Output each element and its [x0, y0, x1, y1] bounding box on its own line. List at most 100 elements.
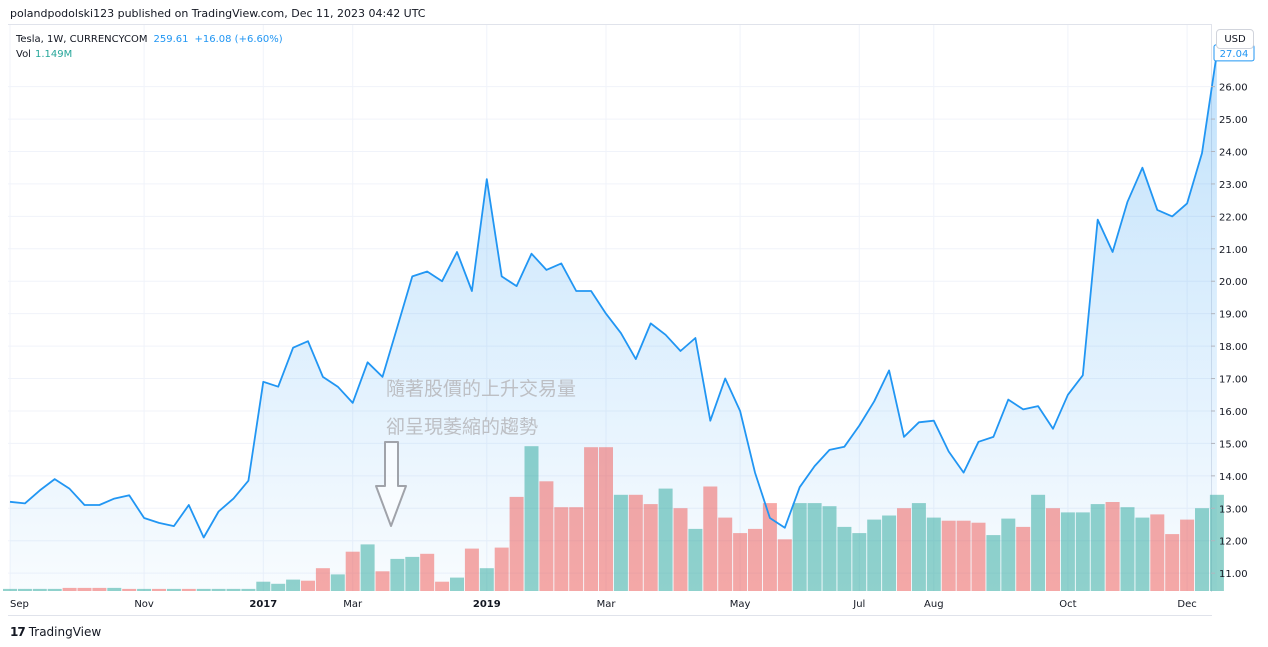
last-value-label: 27.04	[1220, 49, 1249, 60]
volume-bar	[897, 508, 911, 591]
time-axis-label: Dec	[1177, 599, 1196, 610]
volume-bar	[62, 587, 77, 591]
volume-bar	[405, 556, 420, 591]
volume-bar	[1046, 508, 1060, 591]
volume-bar	[1120, 507, 1135, 591]
time-axis-label: Jul	[852, 599, 865, 610]
price-tick-label: 15.00	[1219, 439, 1248, 450]
volume-bar	[1209, 494, 1224, 591]
volume-bar	[837, 526, 852, 591]
volume-bar	[584, 447, 599, 591]
volume-bar	[494, 547, 509, 591]
volume-bar	[226, 588, 241, 591]
volume-bar	[718, 517, 733, 591]
price-tick-label: 18.00	[1219, 342, 1248, 353]
volume-label[interactable]: Vol	[16, 49, 31, 60]
volume-bar	[137, 588, 152, 591]
price-line[interactable]	[9, 52, 1218, 539]
volume-bar	[181, 588, 196, 591]
price-tick-label: 26.00	[1219, 83, 1248, 94]
volume-bar	[748, 528, 762, 591]
bottom-divider	[8, 615, 1212, 616]
price-tick-label: 20.00	[1219, 277, 1248, 288]
publisher-line: polandpodolski123 published on TradingVi…	[10, 7, 426, 20]
volume-bar	[643, 504, 658, 591]
volume-bar	[420, 553, 435, 591]
volume-bar	[762, 503, 777, 591]
volume-bar	[1016, 526, 1031, 591]
price-tick-label: 16.00	[1219, 407, 1248, 418]
volume-bar	[882, 515, 897, 591]
volume-bar	[1165, 534, 1180, 591]
volume-bar	[196, 588, 211, 591]
price-tick-label: 21.00	[1219, 245, 1248, 256]
price-change: +16.08 (+6.60%)	[194, 34, 283, 45]
volume-bar	[152, 588, 166, 591]
volume-bar	[926, 517, 941, 591]
volume-bar	[777, 539, 792, 591]
time-axis-label: May	[730, 599, 751, 610]
volume-bar	[1150, 514, 1165, 591]
volume-bar	[1105, 502, 1120, 591]
price-tick-label: 11.00	[1219, 569, 1248, 580]
volume-bar	[986, 535, 1001, 591]
volume-bar	[47, 588, 62, 591]
volume-bar	[464, 548, 479, 591]
annotation-line-1: 隨著股價的上升交易量	[386, 378, 576, 400]
price-area	[10, 52, 1217, 591]
volume-bar	[673, 508, 688, 591]
volume-bar	[822, 506, 837, 591]
volume-bar	[792, 503, 807, 591]
volume-bar	[658, 488, 673, 591]
volume-bar	[1135, 517, 1150, 591]
annotation-line-2: 卻呈現萎縮的趨勢	[386, 416, 538, 438]
brand-name: TradingView	[28, 625, 102, 639]
volume-bar	[1001, 518, 1016, 591]
tradingview-logo-icon: 17	[10, 625, 26, 639]
volume-bar	[301, 580, 315, 591]
time-axis-label: Oct	[1059, 599, 1076, 610]
volume-bar	[32, 588, 47, 591]
time-axis-label: 2017	[249, 599, 277, 610]
symbol-label[interactable]: Tesla, 1W, CURRENCYCOM	[16, 34, 148, 45]
time-axis-label: Mar	[597, 599, 617, 610]
volume-bar	[345, 551, 360, 591]
volume-bar	[330, 574, 345, 591]
volume-bar	[1075, 512, 1090, 591]
currency-button[interactable]: USD	[1216, 29, 1254, 49]
volume-bar	[107, 587, 122, 591]
volume-bar	[733, 533, 748, 591]
volume-bar	[1060, 512, 1075, 591]
volume-bar	[554, 507, 569, 591]
volume-bar	[569, 507, 584, 591]
volume-bar	[613, 494, 628, 591]
volume-bar	[971, 522, 986, 591]
volume-bar	[599, 447, 613, 591]
volume-bar	[688, 528, 703, 591]
time-axis-label: Mar	[343, 599, 363, 610]
volume-bar	[479, 568, 494, 591]
volume-bar	[92, 587, 107, 591]
volume-bar	[390, 558, 405, 591]
volume-bar	[315, 568, 330, 591]
volume-bar	[1031, 494, 1046, 591]
volume-bar	[852, 533, 867, 591]
time-axis-label: Nov	[134, 599, 154, 610]
volume-bar	[1090, 504, 1105, 591]
volume-bar	[435, 581, 450, 591]
volume-bar	[77, 587, 92, 591]
volume-value: 1.149M	[34, 49, 73, 60]
volume-bar	[539, 481, 554, 591]
price-tick-label: 24.00	[1219, 147, 1248, 158]
volume-bar	[241, 588, 256, 591]
volume-bar	[122, 588, 137, 591]
volume-bar	[166, 588, 181, 591]
volume-bar	[807, 503, 822, 591]
volume-bar	[1195, 508, 1209, 591]
volume-bar	[867, 519, 882, 591]
volume-bar	[17, 588, 32, 591]
price-tick-label: 13.00	[1219, 504, 1248, 515]
brand-footer[interactable]: 17 TradingView	[10, 625, 101, 639]
volume-bar	[628, 494, 643, 591]
